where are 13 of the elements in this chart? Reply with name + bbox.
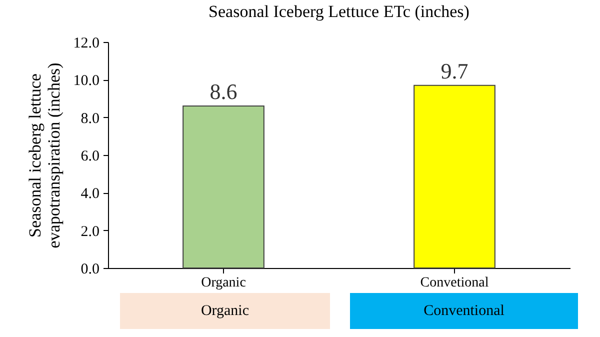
y-tick-label: 2.0: [80, 224, 100, 240]
y-tick-label: 4.0: [80, 186, 100, 202]
text: Conventional: [350, 293, 578, 329]
chart-title: Seasonal Iceberg Lettuce ETc (inches): [208, 2, 470, 21]
y-tick-label: 6.0: [80, 148, 100, 164]
x-tick-label: Convetional: [420, 276, 489, 290]
data-label: 8.6: [210, 79, 238, 104]
y-tick-label: 8.0: [80, 110, 100, 127]
y-tick-label: 10.0: [73, 73, 100, 90]
data-label: 9.7: [440, 58, 468, 84]
y-tick-label: 12.0: [73, 36, 100, 52]
y-axis-title: Seasonal iceberg lettuce evapotranspiration (inches): [25, 62, 64, 248]
y-tick-label: 0.0: [80, 262, 100, 278]
